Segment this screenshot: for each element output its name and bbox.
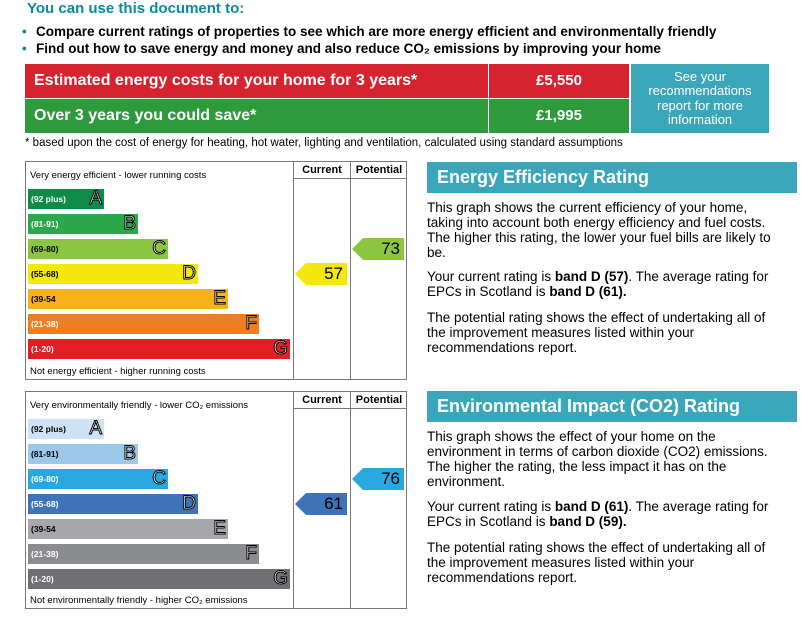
energy-panel-para3: The potential rating shows the effect of… xyxy=(427,310,766,355)
energy-current-header: Current xyxy=(302,164,342,176)
env-band-range: (21-38) xyxy=(31,549,59,559)
estimated-cost-label: Estimated energy costs for your home for… xyxy=(25,64,488,98)
energy-current-arrow-value: 57 xyxy=(324,264,343,283)
env-top-label: Very environmentally friendly - lower CO… xyxy=(30,400,249,411)
env-panel-para2: Your current rating is band D (61). The … xyxy=(427,499,769,529)
energy-band-letter: D xyxy=(182,263,197,284)
energy-band-e: (39-54 E xyxy=(28,288,228,309)
energy-band-b: (81-91) B xyxy=(28,213,138,234)
energy-band-range: (69-80) xyxy=(31,244,59,254)
estimated-cost-row: Estimated energy costs for your home for… xyxy=(25,64,629,98)
env-band-range: (1-20) xyxy=(31,574,54,584)
page-heading: You can use this document to: xyxy=(27,0,245,17)
env-potential-arrow: 76 xyxy=(352,468,404,490)
bullet-compare: • Compare current ratings of properties t… xyxy=(22,24,717,39)
env-band-letter: F xyxy=(245,543,258,564)
energy-band-letter: C xyxy=(152,238,167,259)
env-band-letter: A xyxy=(89,418,103,439)
env-bottom-label: Not environmentally friendly - higher CO… xyxy=(30,595,248,606)
env-band-range: (81-91) xyxy=(31,449,59,459)
energy-band-range: (55-68) xyxy=(31,269,59,279)
energy-current-arrow: 57 xyxy=(295,263,347,285)
env-band-d: (55-68) D xyxy=(28,493,198,514)
energy-potential-arrow-value: 73 xyxy=(381,239,400,258)
env-potential-header: Potential xyxy=(355,394,403,406)
cost-footnote: * based upon the cost of energy for heat… xyxy=(25,137,623,149)
energy-top-label: Very energy efficient - lower running co… xyxy=(30,170,207,181)
env-band-letter: E xyxy=(213,518,227,539)
environmental-impact-chart: Current Potential Very environmentally f… xyxy=(25,391,407,609)
energy-band-range: (81-91) xyxy=(31,219,59,229)
env-band-a: (92 plus) A xyxy=(28,418,104,439)
env-band-c: (69-80) C xyxy=(28,468,168,489)
energy-band-g: (1-20) G xyxy=(28,338,290,359)
estimated-cost-value: £5,550 xyxy=(489,64,629,98)
env-current-header: Current xyxy=(302,394,342,406)
energy-band-range: (21-38) xyxy=(31,319,59,329)
env-band-range: (69-80) xyxy=(31,474,59,484)
energy-panel-title: Energy Efficiency Rating xyxy=(427,162,797,193)
savings-row: Over 3 years you could save* £1,995 xyxy=(25,99,629,133)
energy-band-letter: G xyxy=(273,338,289,359)
energy-panel-para2: Your current rating is band D (57). The … xyxy=(427,269,769,299)
energy-band-range: (1-20) xyxy=(31,344,54,354)
energy-band-letter: A xyxy=(89,188,103,209)
env-band-f: (21-38) F xyxy=(28,543,259,564)
bullet-save: • Find out how to save energy and money a… xyxy=(22,41,661,56)
energy-band-f: (21-38) F xyxy=(28,313,259,334)
energy-band-letter: F xyxy=(245,313,258,334)
energy-band-range: (39-54 xyxy=(31,294,56,304)
energy-band-range: (92 plus) xyxy=(31,194,66,204)
energy-band-letter: E xyxy=(213,288,227,309)
energy-efficiency-chart: Current Potential Very energy efficient … xyxy=(25,161,407,380)
see-recommendations-link[interactable]: See your recommendations report for more… xyxy=(631,64,769,133)
energy-potential-arrow: 73 xyxy=(352,238,404,260)
env-band-b: (81-91) B xyxy=(28,443,138,464)
energy-band-c: (69-80) C xyxy=(28,238,168,259)
env-band-range: (39-54 xyxy=(31,524,56,534)
savings-value: £1,995 xyxy=(489,99,629,133)
energy-band-d: (55-68) D xyxy=(28,263,198,284)
env-band-g: (1-20) G xyxy=(28,568,290,589)
bullet-dot-icon: • xyxy=(22,24,27,39)
env-band-letter: C xyxy=(152,468,167,489)
env-panel-para1: This graph shows the effect of your home… xyxy=(427,429,768,489)
env-band-range: (55-68) xyxy=(31,499,59,509)
env-panel-para3: The potential rating shows the effect of… xyxy=(427,540,766,585)
energy-panel-para1: This graph shows the current efficiency … xyxy=(427,200,771,260)
env-band-letter: B xyxy=(123,443,137,464)
energy-bottom-label: Not energy efficient - higher running co… xyxy=(30,366,206,377)
savings-label: Over 3 years you could save* xyxy=(25,99,488,133)
env-band-e: (39-54 E xyxy=(28,518,228,539)
env-current-arrow-value: 61 xyxy=(324,494,343,513)
env-band-letter: D xyxy=(182,493,197,514)
env-band-letter: G xyxy=(273,568,289,589)
energy-band-letter: B xyxy=(123,213,137,234)
energy-band-a: (92 plus) A xyxy=(28,188,104,209)
bullet-dot-icon: • xyxy=(22,41,27,56)
env-current-arrow: 61 xyxy=(295,493,347,515)
env-panel-title: Environmental Impact (CO2) Rating xyxy=(427,391,797,422)
energy-potential-header: Potential xyxy=(355,164,403,176)
env-band-range: (92 plus) xyxy=(31,424,66,434)
env-potential-arrow-value: 76 xyxy=(381,469,400,488)
